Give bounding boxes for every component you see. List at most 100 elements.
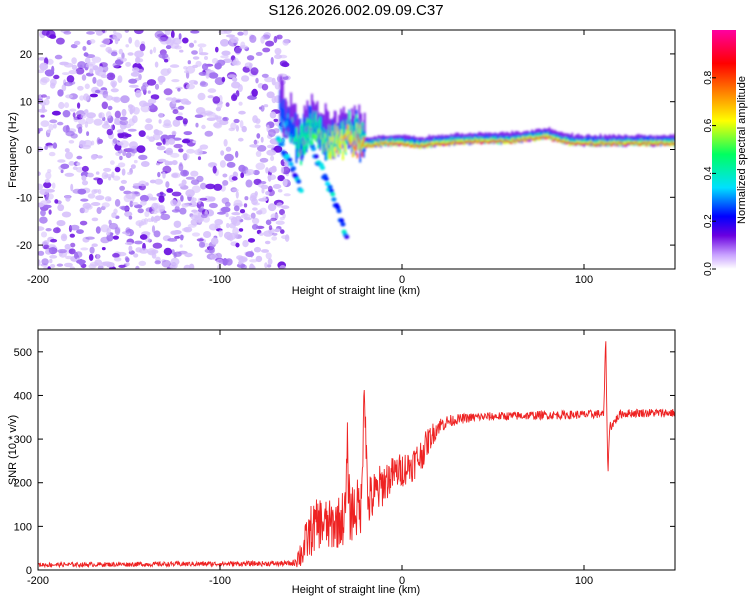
noise-blob: [124, 211, 133, 217]
noise-blob: [118, 48, 124, 55]
noise-blob: [230, 122, 237, 130]
noise-blob: [260, 136, 264, 143]
noise-blob: [265, 40, 275, 47]
noise-blob: [192, 140, 197, 144]
noise-blob: [249, 144, 260, 148]
noise-blob: [114, 117, 120, 124]
noise-blob: [139, 43, 146, 52]
noise-blob: [279, 54, 288, 59]
noise-blob: [103, 167, 112, 172]
noise-blob: [158, 37, 167, 42]
noise-blob: [165, 147, 174, 156]
noise-blob: [87, 172, 94, 178]
noise-blob: [239, 120, 244, 129]
snr-ytick-label: 100: [14, 521, 32, 533]
noise-blob: [80, 247, 89, 251]
noise-blob: [205, 183, 216, 190]
noise-blob: [97, 265, 104, 269]
noise-blob: [171, 97, 178, 105]
noise-blob: [178, 148, 184, 153]
signal-cell: [341, 144, 343, 150]
noise-blob: [238, 164, 246, 172]
noise-blob: [57, 159, 66, 163]
noise-blob: [219, 160, 226, 168]
noise-blob: [194, 114, 204, 118]
noise-blob: [266, 124, 270, 133]
signal-cell: [322, 137, 325, 143]
noise-blob: [197, 156, 202, 161]
noise-blob: [199, 197, 208, 201]
noise-blob: [273, 145, 283, 153]
noise-blob: [91, 56, 102, 63]
noise-blob: [276, 202, 283, 208]
signal-cell: [324, 140, 327, 161]
noise-blob: [171, 191, 182, 197]
noise-blob: [96, 137, 101, 145]
signal-cell: [281, 80, 284, 108]
noise-blob: [225, 146, 232, 152]
noise-blob: [264, 262, 268, 269]
branch-blob: [336, 208, 342, 214]
noise-blob: [267, 203, 277, 212]
signal-cell: [532, 138, 534, 140]
noise-blob: [85, 116, 94, 125]
noise-blob: [200, 213, 208, 219]
noise-blob: [192, 56, 200, 60]
signal-cell: [559, 139, 562, 143]
signal-cell: [668, 143, 671, 146]
noise-blob: [79, 220, 88, 226]
noise-blob: [41, 30, 50, 36]
noise-blob: [133, 253, 139, 258]
signal-cell: [478, 139, 481, 143]
noise-blob: [108, 222, 118, 230]
noise-blob: [170, 30, 175, 39]
noise-blob: [63, 31, 72, 35]
noise-blob: [166, 37, 176, 44]
noise-blob: [216, 258, 224, 265]
noise-blob: [100, 236, 110, 244]
noise-blob: [191, 197, 197, 202]
snr-panel: -200 -100 0 100 0 100 200 300 400 500 Height of s…: [7, 329, 676, 596]
noise-blob: [127, 171, 133, 176]
noise-blob: [165, 45, 172, 50]
noise-blob: [112, 253, 120, 258]
noise-blob: [100, 74, 108, 79]
noise-blob: [151, 225, 156, 233]
colorbar-tick-label: 0.6: [703, 118, 714, 132]
noise-blob: [134, 240, 143, 245]
noise-blob: [198, 241, 206, 248]
noise-blob: [69, 108, 77, 112]
noise-blob: [191, 232, 201, 237]
signal-cell: [624, 144, 626, 147]
noise-blob: [40, 200, 48, 207]
noise-blob: [249, 263, 255, 269]
noise-blob: [155, 142, 162, 146]
noise-blob: [253, 140, 259, 145]
noise-blob: [44, 145, 48, 150]
spectrogram-xlabel: Height of straight line (km): [292, 285, 420, 297]
noise-blob: [83, 93, 90, 101]
noise-blob: [92, 76, 97, 84]
noise-blob: [134, 191, 139, 195]
signal-cell: [478, 139, 481, 141]
noise-blob: [107, 49, 113, 54]
noise-blob: [119, 116, 128, 121]
noise-blob: [117, 129, 124, 134]
signal-cell: [523, 138, 526, 142]
signal-cell: [363, 112, 366, 141]
noise-blob: [261, 83, 269, 91]
snr-xtick-label: -100: [209, 575, 231, 587]
noise-blob: [38, 259, 41, 267]
noise-blob: [222, 180, 229, 186]
spectrogram-ytick-label: -20: [16, 240, 32, 252]
noise-blob: [197, 43, 207, 48]
signal-cell: [293, 124, 296, 145]
noise-blob: [65, 151, 73, 160]
noise-blob: [209, 254, 218, 260]
signal-cell: [308, 129, 311, 144]
signal-cell: [359, 142, 362, 163]
noise-blob: [267, 189, 275, 197]
noise-blob: [282, 178, 288, 187]
snr-ylabel: SNR (10 * v/v): [7, 415, 19, 485]
noise-blob: [231, 81, 241, 89]
